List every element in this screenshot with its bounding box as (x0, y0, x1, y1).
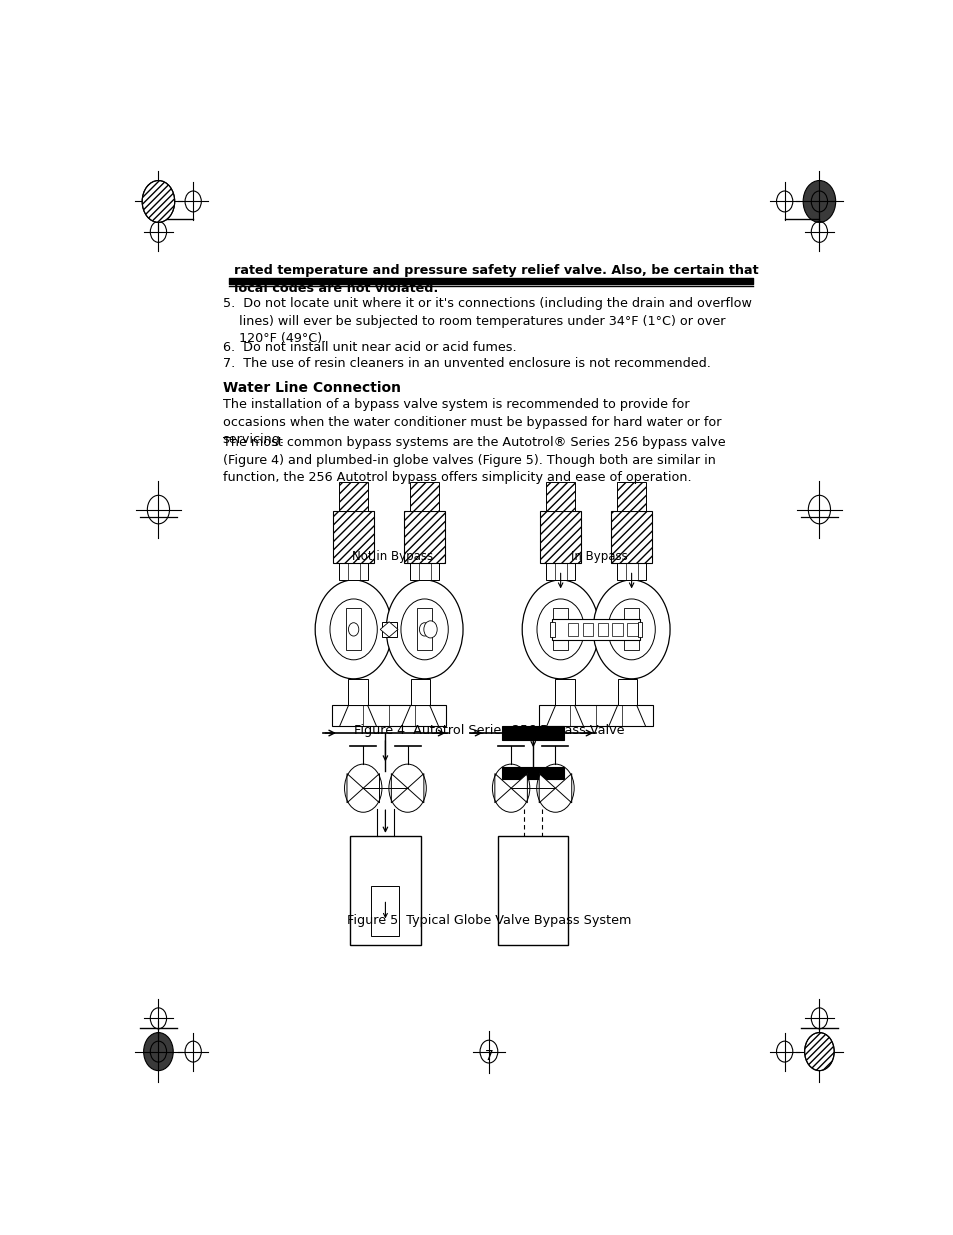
Text: rated temperature and pressure safety relief valve. Also, be certain that
local : rated temperature and pressure safety re… (233, 264, 758, 295)
Bar (612, 622, 622, 636)
Text: Figure 5  Typical Globe Valve Bypass System: Figure 5 Typical Globe Valve Bypass Syst… (346, 914, 631, 926)
Circle shape (423, 621, 436, 638)
Text: 7: 7 (484, 1049, 493, 1063)
Bar (332, 705, 446, 726)
Bar (381, 621, 396, 637)
Polygon shape (347, 773, 363, 803)
Bar (550, 621, 554, 637)
Bar (410, 563, 439, 580)
Bar (497, 836, 568, 945)
Text: The installation of a bypass valve system is recommended to provide for
occasion: The installation of a bypass valve syste… (222, 399, 720, 446)
Bar (623, 609, 639, 651)
Bar (538, 705, 653, 726)
Bar (617, 563, 646, 580)
Circle shape (555, 622, 565, 636)
Bar (567, 622, 578, 636)
Bar (338, 482, 368, 510)
Bar (338, 563, 368, 580)
Bar (350, 836, 420, 945)
Text: 7.  The use of resin cleaners in an unvented enclosure is not recommended.: 7. The use of resin cleaners in an unven… (222, 357, 710, 370)
Bar (637, 621, 641, 637)
Bar (404, 510, 444, 563)
Circle shape (593, 580, 669, 679)
Bar (626, 622, 637, 636)
Polygon shape (380, 621, 397, 637)
Circle shape (386, 580, 462, 679)
Bar (410, 679, 429, 705)
Text: Not in Bypass: Not in Bypass (352, 550, 433, 562)
Circle shape (348, 622, 358, 636)
Bar (597, 622, 607, 636)
Circle shape (521, 580, 598, 679)
Circle shape (330, 599, 376, 659)
Text: Water Line Connection: Water Line Connection (222, 382, 400, 395)
Bar (410, 482, 439, 510)
Bar (501, 767, 564, 779)
Circle shape (537, 599, 583, 659)
Polygon shape (555, 773, 571, 803)
Polygon shape (407, 773, 423, 803)
Bar (553, 609, 567, 651)
Polygon shape (495, 773, 511, 803)
Bar (346, 609, 360, 651)
Polygon shape (391, 773, 407, 803)
Bar (545, 563, 575, 580)
Bar (611, 510, 651, 563)
Text: In Bypass: In Bypass (571, 550, 627, 562)
Bar (582, 622, 593, 636)
Circle shape (419, 622, 430, 636)
Bar (501, 726, 564, 740)
Circle shape (626, 622, 637, 636)
Bar (617, 482, 646, 510)
Bar (555, 679, 574, 705)
Bar (545, 482, 575, 510)
Bar (348, 679, 367, 705)
Bar (539, 510, 580, 563)
Circle shape (144, 1032, 173, 1071)
Bar (371, 887, 399, 936)
Bar (551, 619, 639, 640)
Bar (617, 679, 637, 705)
Text: 5.  Do not locate unit where it or it's connections (including the drain and ove: 5. Do not locate unit where it or it's c… (222, 298, 751, 346)
Circle shape (400, 599, 448, 659)
Circle shape (314, 580, 392, 679)
Polygon shape (538, 773, 555, 803)
Circle shape (607, 599, 655, 659)
Text: Figure 4  Autotrol Series 256 Bypass Valve: Figure 4 Autotrol Series 256 Bypass Valv… (354, 724, 623, 736)
Polygon shape (363, 773, 379, 803)
Circle shape (803, 1032, 833, 1071)
Bar (416, 609, 432, 651)
Circle shape (142, 180, 174, 222)
Text: 6.  Do not install unit near acid or acid fumes.: 6. Do not install unit near acid or acid… (222, 341, 516, 354)
Polygon shape (511, 773, 527, 803)
Text: The most common bypass systems are the Autotrol® Series 256 bypass valve
(Figure: The most common bypass systems are the A… (222, 436, 724, 484)
Bar (333, 510, 374, 563)
Circle shape (802, 180, 835, 222)
